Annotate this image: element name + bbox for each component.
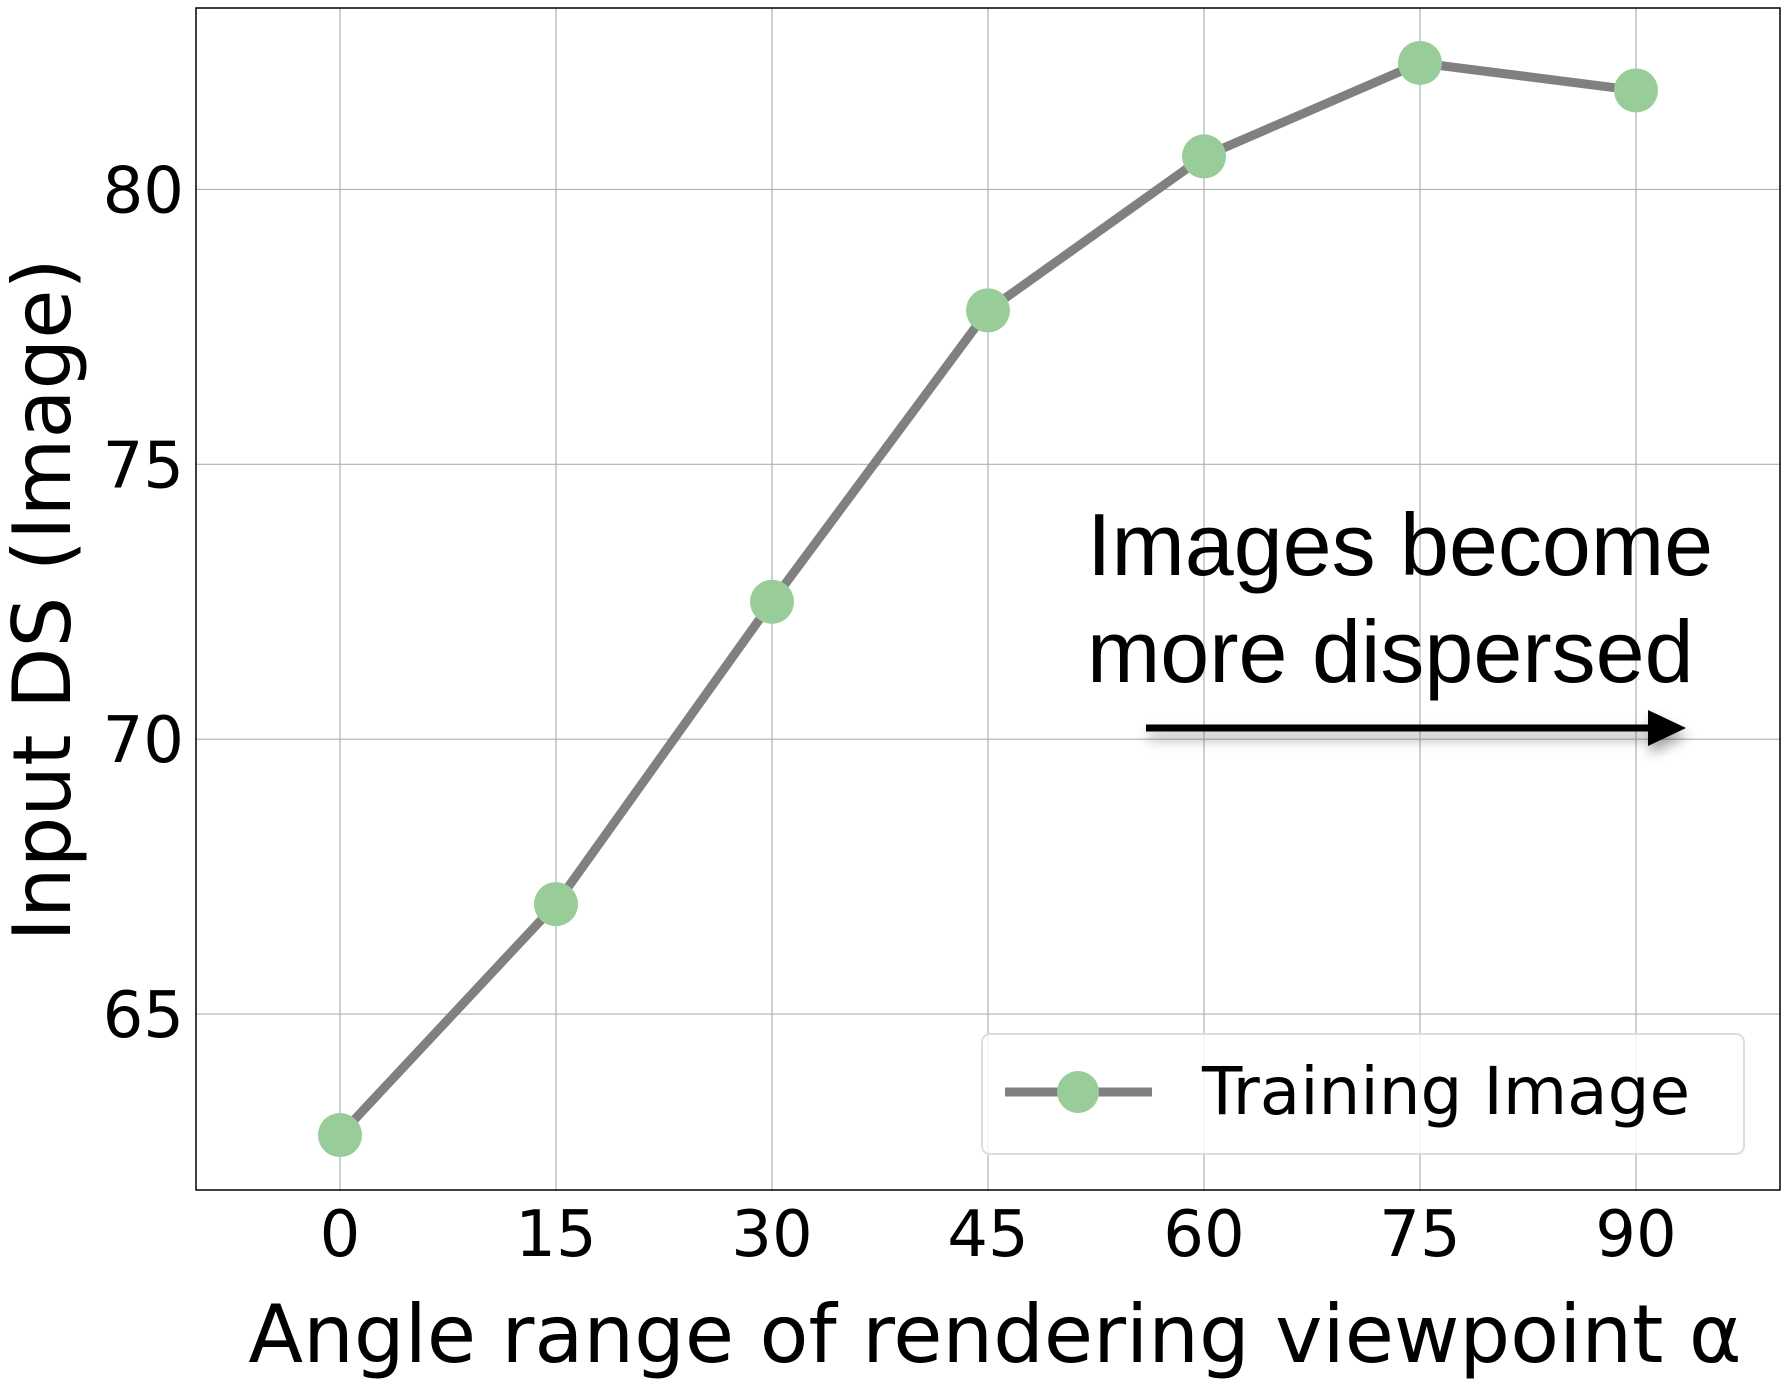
- data-point-marker: [318, 1113, 362, 1158]
- data-point-marker: [1614, 68, 1658, 113]
- data-point-marker: [966, 288, 1010, 333]
- legend-marker-swatch: [1057, 1071, 1099, 1113]
- x-tick-label: 0: [320, 1198, 361, 1272]
- grid-lines: [196, 8, 1780, 1190]
- series-markers: [318, 40, 1658, 1158]
- y-tick-label: 70: [103, 704, 184, 778]
- arrow-right-icon: [1146, 710, 1686, 746]
- x-tick-label: 90: [1595, 1198, 1676, 1272]
- y-axis-ticks: 65 70 75 80: [103, 154, 184, 1053]
- data-point-marker: [1398, 40, 1442, 85]
- x-tick-label: 30: [731, 1198, 812, 1272]
- plot-area-frame: [195, 7, 1781, 1191]
- y-axis-label: Input DS (Image): [0, 258, 89, 941]
- y-tick-label: 80: [103, 154, 184, 228]
- x-axis-label: Angle range of rendering viewpoint α: [248, 1288, 1741, 1381]
- data-point-marker: [1182, 134, 1226, 179]
- y-tick-label: 65: [103, 979, 184, 1053]
- legend: Training Image: [981, 1033, 1745, 1155]
- data-point-marker: [750, 579, 794, 624]
- x-tick-label: 75: [1379, 1198, 1460, 1272]
- x-tick-label: 45: [947, 1198, 1028, 1272]
- y-tick-label: 75: [103, 429, 184, 503]
- annotation-line-1: Images become: [1087, 495, 1713, 594]
- legend-label: Training Image: [1201, 1053, 1690, 1130]
- legend-box: [981, 1033, 1745, 1155]
- x-tick-label: 15: [515, 1198, 596, 1272]
- annotation-line-2: more dispersed: [1087, 602, 1694, 701]
- x-axis-ticks: 0 15 30 45 60 75 90: [320, 1198, 1677, 1272]
- x-tick-label: 60: [1163, 1198, 1244, 1272]
- annotation: Images become more dispersed: [1087, 495, 1713, 746]
- data-point-marker: [534, 882, 578, 927]
